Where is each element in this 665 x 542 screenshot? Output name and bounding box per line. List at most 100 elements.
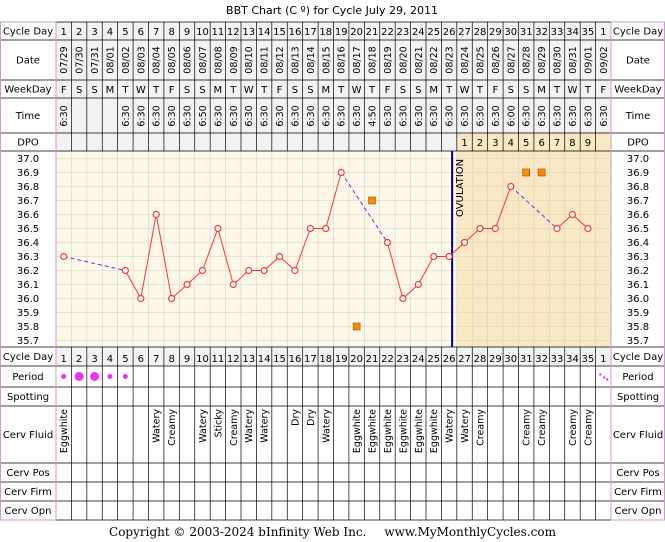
footer: Copyright © 2003-2024 bInfinity Web Inc.… — [0, 522, 665, 542]
cycle-day-cell: 21 — [366, 27, 379, 38]
y-tick-label-right: 36.3 — [627, 252, 649, 263]
cycle-day-cell: 1 — [61, 27, 67, 38]
cycle-day-cell: 1 — [600, 27, 606, 38]
temperature-point — [183, 280, 191, 289]
cycle-day-cell-2: 24 — [412, 354, 425, 365]
time-cell: 6:30 — [121, 105, 132, 126]
temperature-point — [214, 224, 222, 233]
y-tick-label-left: 35.7 — [17, 336, 39, 347]
cycle-day-cell-2: 2 — [76, 354, 82, 365]
date-cell: 08/11 — [260, 46, 271, 73]
cycle-day-cell-2: 23 — [397, 354, 410, 365]
time-cell: 6:30 — [260, 105, 271, 126]
weekday-cell: W — [460, 85, 470, 96]
date-cell: 08/01 — [105, 46, 116, 73]
weekday-cell: S — [199, 85, 205, 96]
cerv-fluid-cell: Eggwhite — [429, 409, 440, 453]
cycle-day-cell-2: 12 — [227, 354, 240, 365]
date-cell: 08/17 — [352, 46, 363, 73]
discarded-temperature-marker — [537, 168, 546, 177]
row-label-left: DPO — [17, 138, 39, 149]
cycle-day-cell-2: 3 — [91, 354, 97, 365]
weekday-cell: S — [415, 85, 421, 96]
time-cell: 6:30 — [398, 105, 409, 126]
dpo-cell: 7 — [554, 138, 560, 149]
temperature-point — [260, 266, 268, 275]
cycle-day-cell-2: 9 — [184, 354, 190, 365]
cycle-day-cell: 2 — [76, 27, 82, 38]
time-cell: 6:30 — [522, 105, 533, 126]
discarded-temperature-marker — [368, 196, 376, 205]
date-cell: 08/03 — [136, 46, 147, 73]
temperature-point — [137, 294, 145, 303]
cerv-fluid-cell: Creamy — [537, 409, 548, 446]
weekday-cell: F — [169, 85, 175, 96]
weekday-cell: M — [321, 85, 330, 96]
weekday-cell: T — [229, 85, 237, 96]
date-cell: 08/16 — [337, 46, 348, 73]
weekday-cell: F — [492, 85, 498, 96]
date-cell: 08/23 — [445, 46, 456, 73]
cycle-day-cell: 10 — [196, 27, 209, 38]
temperature-point — [460, 238, 469, 247]
site-link[interactable]: www.MyMonthlyCycles.com — [384, 525, 556, 539]
cycle-day-cell: 5 — [122, 27, 128, 38]
cycle-day-cell: 16 — [289, 27, 302, 38]
temperature-line-segment — [417, 256, 435, 285]
weekday-cell: S — [523, 85, 529, 96]
cerv-fluid-cell: Eggwhite — [368, 409, 379, 453]
temperature-point — [445, 252, 453, 261]
cycle-day-cell: 19 — [335, 27, 348, 38]
cycle-day-cell-2: 34 — [566, 354, 579, 365]
y-tick-label-right: 35.7 — [627, 336, 649, 347]
temperature-point — [168, 294, 176, 303]
dpo-cell: 5 — [523, 138, 529, 149]
weekday-cell: T — [445, 85, 453, 96]
copyright-text: Copyright © 2003-2024 bInfinity Web Inc. — [109, 525, 367, 539]
date-cell: 08/24 — [460, 46, 471, 73]
cerv-fluid-cell: Watery — [198, 409, 209, 443]
cerv-fluid-cell: Creamy — [167, 409, 178, 446]
time-cell: 6:30 — [599, 105, 610, 126]
cerv-fluid-cell: Creamy — [568, 409, 579, 446]
row-label-right: Cerv Firm — [614, 487, 662, 498]
date-cell: 08/28 — [522, 46, 533, 73]
cycle-day-cell-2: 8 — [168, 354, 174, 365]
cycle-day-cell-2: 29 — [489, 354, 502, 365]
period-spot-dot — [603, 376, 606, 379]
cycle-day-cell: 23 — [397, 27, 410, 38]
time-cell: 6:30 — [290, 105, 301, 126]
cycle-day-cell-2: 19 — [335, 354, 348, 365]
y-tick-label-left: 36.7 — [17, 196, 39, 207]
temperature-line-segment — [124, 270, 142, 299]
cycle-day-cell-2: 26 — [443, 354, 456, 365]
dpo-cell: 2 — [477, 138, 483, 149]
temperature-point — [553, 224, 561, 233]
cerv-fluid-cell: Creamy — [522, 409, 533, 446]
weekday-cell: T — [260, 85, 268, 96]
weekday-cell: S — [400, 85, 406, 96]
weekday-cell: T — [152, 85, 160, 96]
date-cell: 08/07 — [198, 46, 209, 73]
cerv-fluid-cell: Creamy — [475, 409, 486, 446]
row-label-left: Date — [16, 56, 40, 67]
cycle-day-cell-2: 28 — [474, 354, 487, 365]
y-tick-label-left: 36.8 — [17, 182, 39, 193]
weekday-cell: T — [553, 85, 561, 96]
y-tick-label-right: 36.7 — [627, 196, 649, 207]
cycle-day-cell-2: 25 — [427, 354, 440, 365]
time-cell: 6:30 — [383, 105, 394, 126]
y-tick-label-left: 35.8 — [17, 322, 39, 333]
date-cell: 07/30 — [75, 46, 86, 73]
weekday-cell: S — [184, 85, 190, 96]
temperature-point — [275, 252, 284, 261]
weekday-cell: W — [136, 85, 146, 96]
time-cell: 6:30 — [537, 105, 548, 126]
temperature-point — [60, 252, 68, 261]
y-tick-label-right: 36.9 — [627, 168, 649, 179]
temperature-point — [152, 210, 160, 219]
cycle-day-cell: 6 — [138, 27, 144, 38]
y-tick-label-left: 36.0 — [17, 294, 39, 305]
cycle-day-cell: 3 — [91, 27, 97, 38]
date-cell: 08/22 — [429, 46, 440, 73]
